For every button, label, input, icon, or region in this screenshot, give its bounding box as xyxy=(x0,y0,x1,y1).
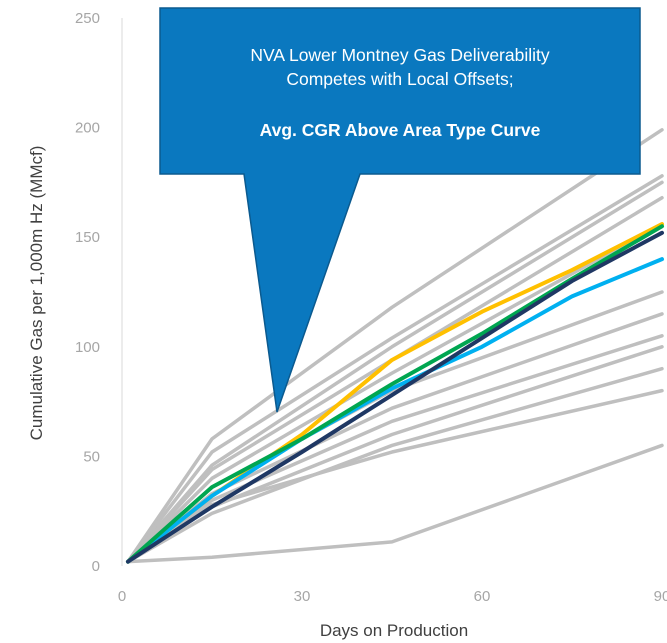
callout-line-2: Competes with Local Offsets; xyxy=(286,69,513,89)
y-tick-labels: 0 50 100 150 200 250 xyxy=(75,10,100,575)
series-line-14 xyxy=(126,257,664,564)
series-line-4 xyxy=(126,195,664,564)
series-line-12 xyxy=(126,443,664,564)
x-tick-label: 0 xyxy=(118,588,126,605)
series-line-5 xyxy=(126,222,664,564)
series-line-1 xyxy=(126,128,664,564)
y-tick-label: 250 xyxy=(75,10,100,27)
x-tick-label: 90 xyxy=(654,588,667,605)
callout-shape xyxy=(159,7,641,413)
series-line-7 xyxy=(126,312,664,564)
series-line-2 xyxy=(126,174,664,564)
callout-box: NVA Lower Montney Gas Deliverability Com… xyxy=(159,7,641,413)
x-axis-title: Days on Production xyxy=(320,621,468,640)
x-tick-label: 60 xyxy=(474,588,491,605)
callout-line-3: Avg. CGR Above Area Type Curve xyxy=(260,120,541,140)
callout-line-1: NVA Lower Montney Gas Deliverability xyxy=(250,45,549,65)
y-tick-label: 50 xyxy=(83,448,100,465)
x-tick-label: 30 xyxy=(294,588,311,605)
series-line-16 xyxy=(126,230,664,564)
x-tick-labels: 0 30 60 90 xyxy=(118,588,667,605)
y-tick-label: 0 xyxy=(92,558,100,575)
series-line-9 xyxy=(126,345,664,564)
y-tick-label: 200 xyxy=(75,120,100,137)
series-line-6 xyxy=(126,290,664,564)
y-tick-label: 100 xyxy=(75,339,100,356)
y-tick-label: 150 xyxy=(75,229,100,246)
series-line-10 xyxy=(126,366,664,564)
y-axis-title: Cumulative Gas per 1,000m Hz (MMcf) xyxy=(27,146,46,441)
series-lines xyxy=(126,128,664,564)
